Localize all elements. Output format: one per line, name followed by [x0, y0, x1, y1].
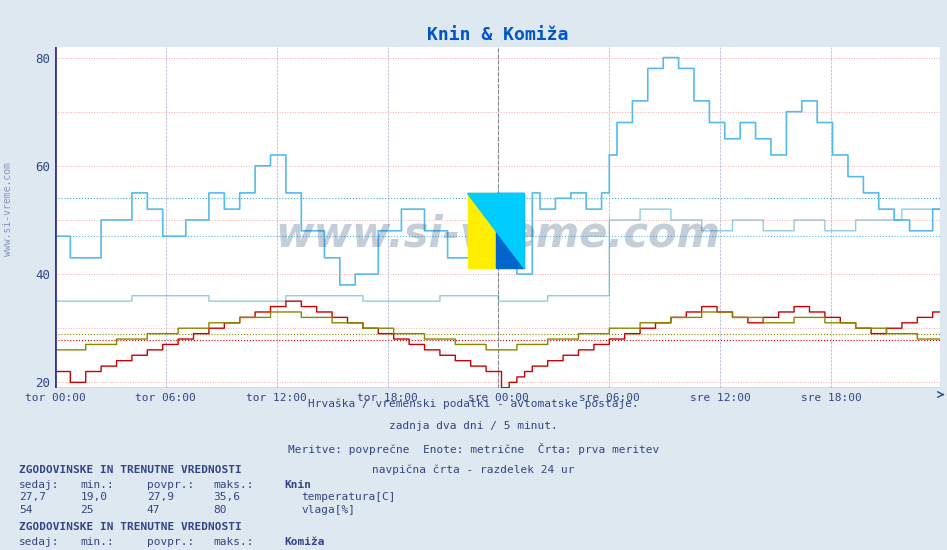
- Text: Komiža: Komiža: [284, 537, 325, 547]
- Text: Knin: Knin: [284, 480, 312, 490]
- Text: zadnja dva dni / 5 minut.: zadnja dva dni / 5 minut.: [389, 421, 558, 431]
- Text: vlaga[%]: vlaga[%]: [301, 505, 355, 515]
- Text: min.:: min.:: [80, 537, 115, 547]
- Text: temperatura[C]: temperatura[C]: [301, 492, 396, 502]
- Text: 27,7: 27,7: [19, 492, 46, 502]
- Text: ZGODOVINSKE IN TRENUTNE VREDNOSTI: ZGODOVINSKE IN TRENUTNE VREDNOSTI: [19, 522, 241, 532]
- Text: maks.:: maks.:: [213, 480, 254, 490]
- Text: 27,9: 27,9: [147, 492, 174, 502]
- Text: 35,6: 35,6: [213, 492, 241, 502]
- Text: sedaj:: sedaj:: [19, 480, 60, 490]
- Text: povpr.:: povpr.:: [147, 480, 194, 490]
- Text: 47: 47: [147, 505, 160, 515]
- Bar: [468, 194, 496, 268]
- Polygon shape: [468, 194, 525, 268]
- Text: navpična črta - razdelek 24 ur: navpična črta - razdelek 24 ur: [372, 465, 575, 475]
- Text: 25: 25: [80, 505, 94, 515]
- Text: Hrvaška / vremenski podatki - avtomatske postaje.: Hrvaška / vremenski podatki - avtomatske…: [308, 399, 639, 409]
- Text: povpr.:: povpr.:: [147, 537, 194, 547]
- Text: maks.:: maks.:: [213, 537, 254, 547]
- Text: 19,0: 19,0: [80, 492, 108, 502]
- Text: 54: 54: [19, 505, 32, 515]
- Title: Knin & Komiža: Knin & Komiža: [427, 26, 568, 44]
- Text: ZGODOVINSKE IN TRENUTNE VREDNOSTI: ZGODOVINSKE IN TRENUTNE VREDNOSTI: [19, 465, 241, 475]
- Text: www.si-vreme.com: www.si-vreme.com: [3, 162, 12, 256]
- Text: 80: 80: [213, 505, 226, 515]
- Text: Meritve: povprečne  Enote: metrične  Črta: prva meritev: Meritve: povprečne Enote: metrične Črta:…: [288, 443, 659, 455]
- Text: min.:: min.:: [80, 480, 115, 490]
- Text: sedaj:: sedaj:: [19, 537, 60, 547]
- Text: www.si-vreme.com: www.si-vreme.com: [276, 213, 720, 255]
- Bar: [496, 194, 525, 268]
